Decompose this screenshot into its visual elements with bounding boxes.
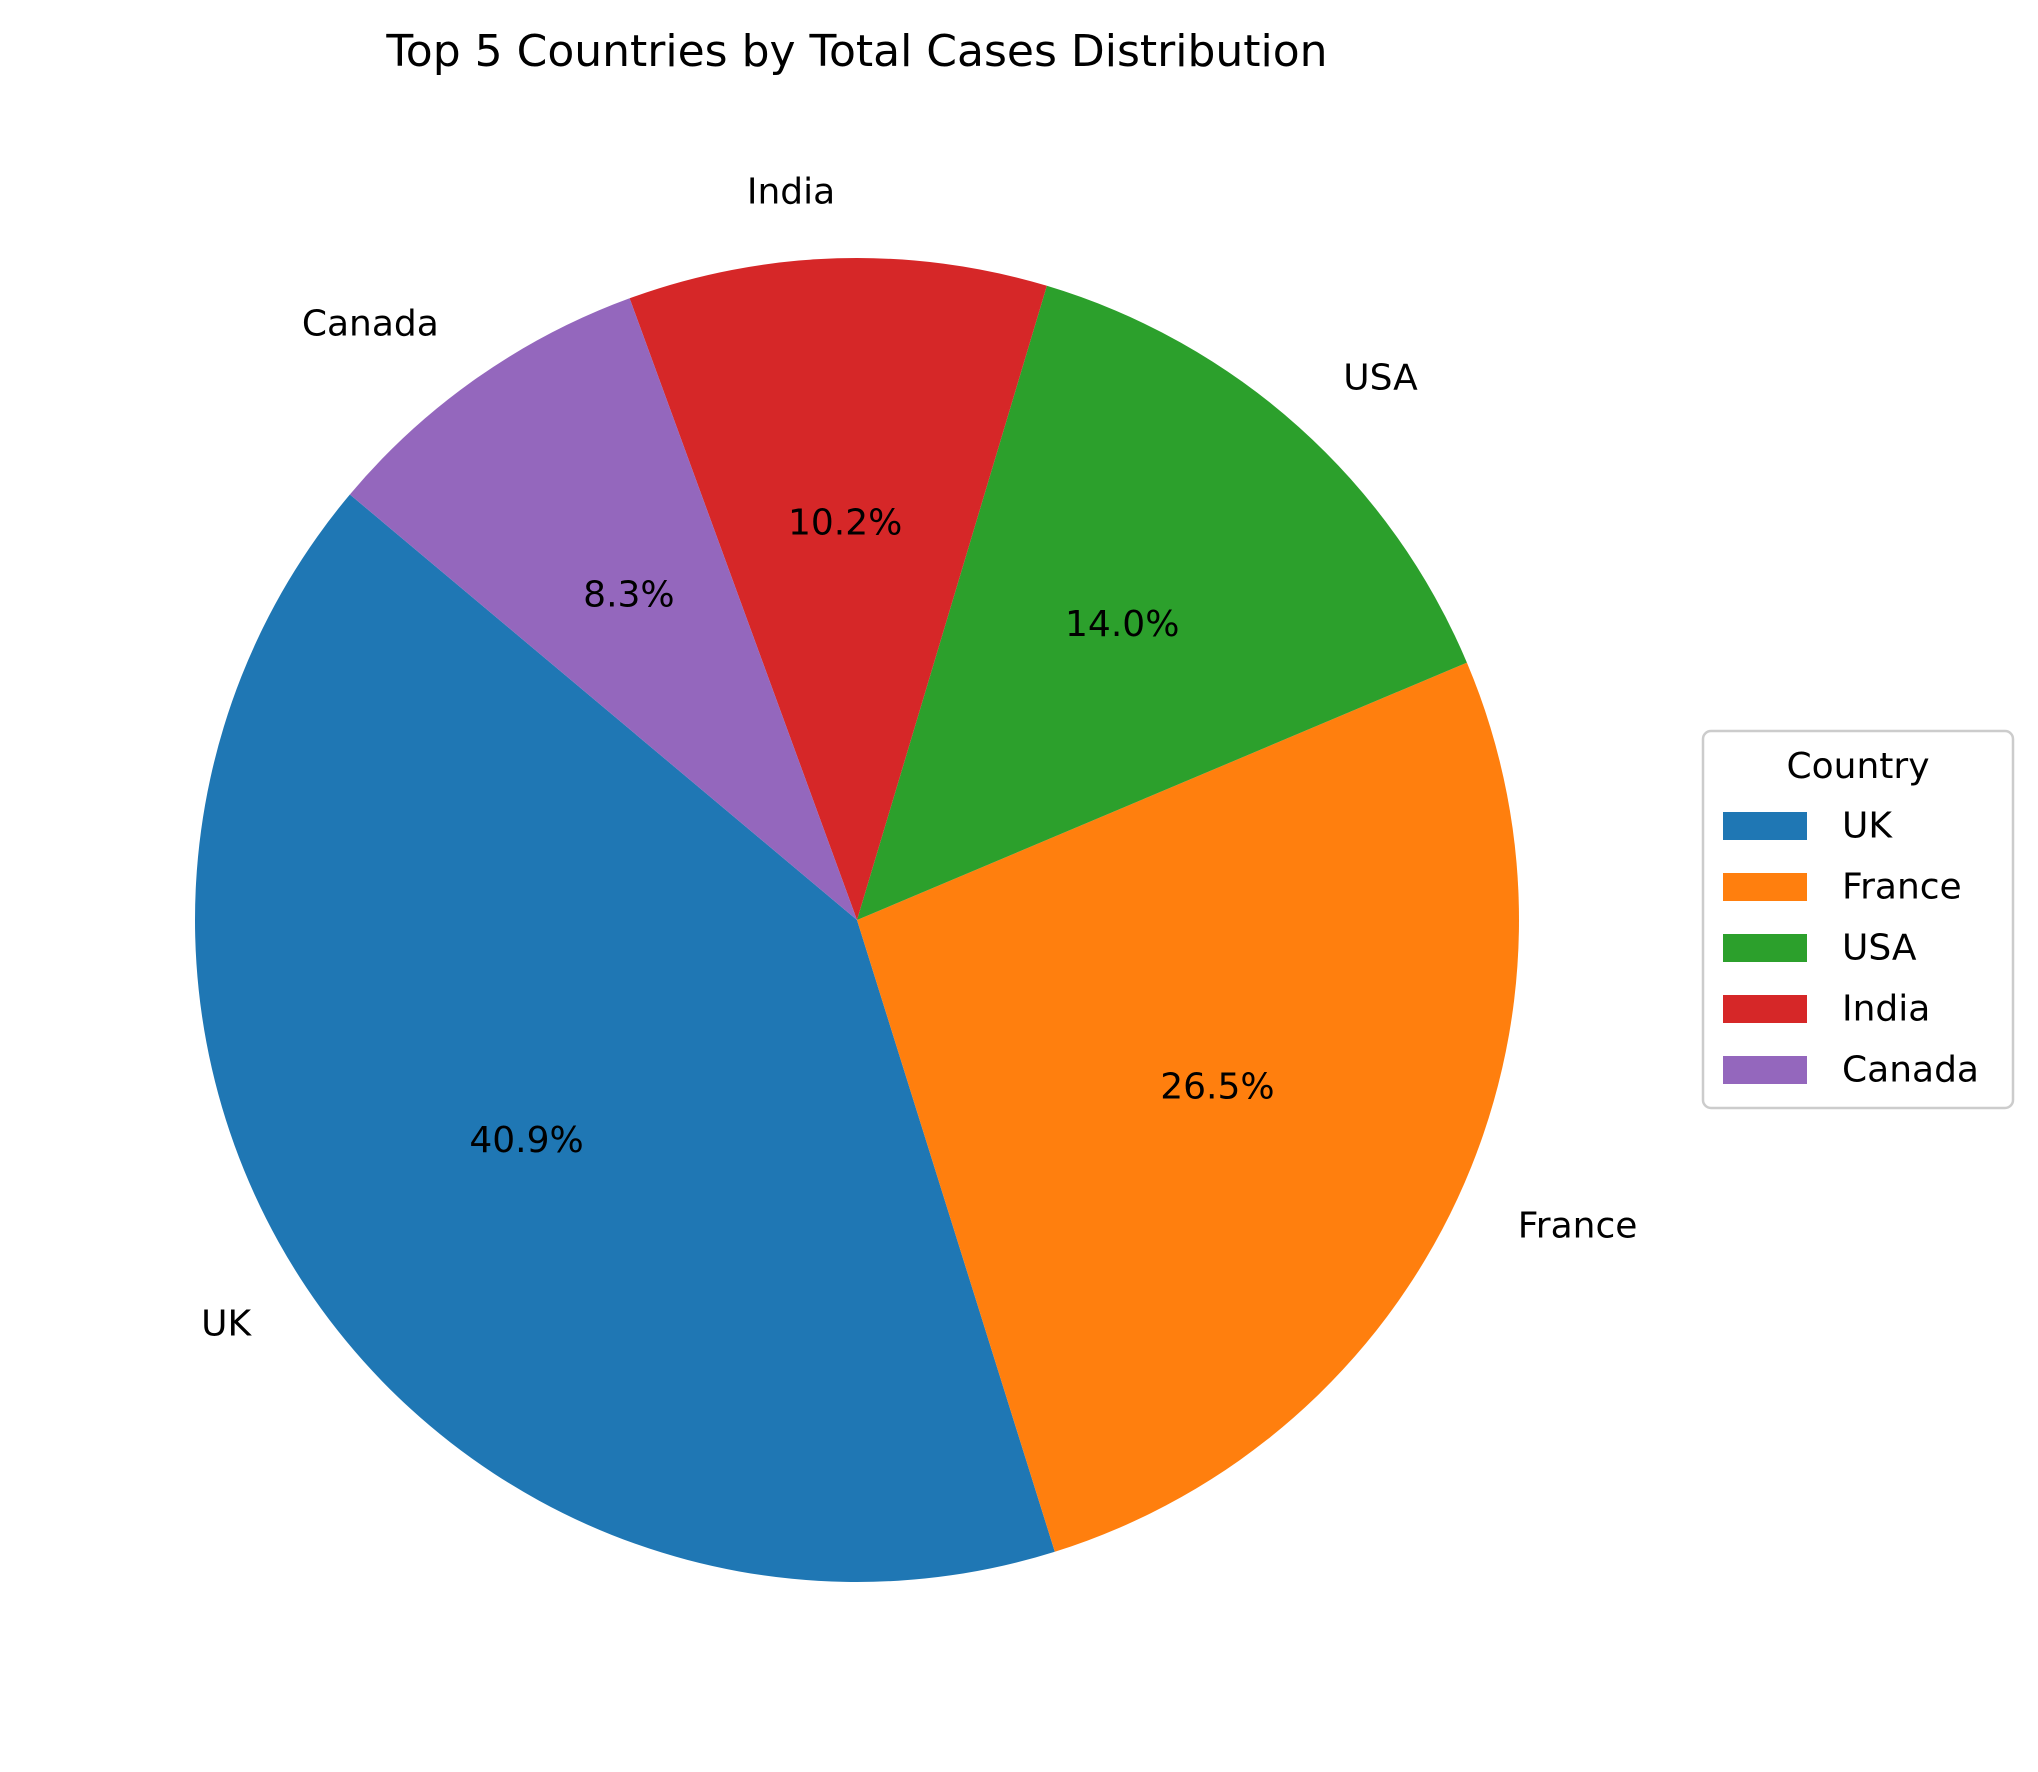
legend-label-uk: UK xyxy=(1842,806,1893,847)
chart-title: Top 5 Countries by Total Cases Distribut… xyxy=(385,26,1327,77)
legend-label-france: France xyxy=(1842,867,1962,908)
legend-label-usa: USA xyxy=(1842,928,1917,969)
slice-percent-usa: 14.0% xyxy=(1065,604,1179,645)
legend-label-canada: Canada xyxy=(1842,1050,1979,1091)
slice-label-usa: USA xyxy=(1343,357,1418,398)
legend-title: Country xyxy=(1786,746,1929,787)
slice-labels: UK France USA India Canada xyxy=(201,172,1637,1345)
pie-slice-india xyxy=(629,258,1047,920)
pie-slice-usa xyxy=(857,285,1467,921)
slice-percent-india: 10.2% xyxy=(788,502,902,543)
pie-slices xyxy=(195,258,1519,1582)
legend-entries: UK France USA India Canada xyxy=(1723,806,1979,1091)
legend: Country UK France USA India Canada xyxy=(1701,729,2015,1110)
legend-swatch-france xyxy=(1723,873,1807,901)
slice-percent-labels: 40.9% 26.5% 14.0% 10.2% 8.3% xyxy=(469,502,1274,1160)
slice-label-france: France xyxy=(1518,1206,1638,1247)
slice-percent-uk: 40.9% xyxy=(469,1120,583,1161)
slice-percent-canada: 8.3% xyxy=(583,574,674,615)
pie-slice-canada xyxy=(349,298,857,920)
pie-slice-france xyxy=(857,662,1519,1552)
legend-swatch-india xyxy=(1723,995,1807,1023)
slice-label-india: India xyxy=(747,172,835,213)
legend-swatch-usa xyxy=(1723,934,1807,962)
slice-label-uk: UK xyxy=(201,1303,252,1344)
pie-slice-uk xyxy=(195,494,1055,1582)
slice-label-canada: Canada xyxy=(302,303,439,344)
legend-label-india: India xyxy=(1842,989,1930,1030)
legend-swatch-canada xyxy=(1723,1056,1807,1084)
slice-percent-france: 26.5% xyxy=(1160,1067,1274,1108)
legend-swatch-uk xyxy=(1723,812,1807,840)
